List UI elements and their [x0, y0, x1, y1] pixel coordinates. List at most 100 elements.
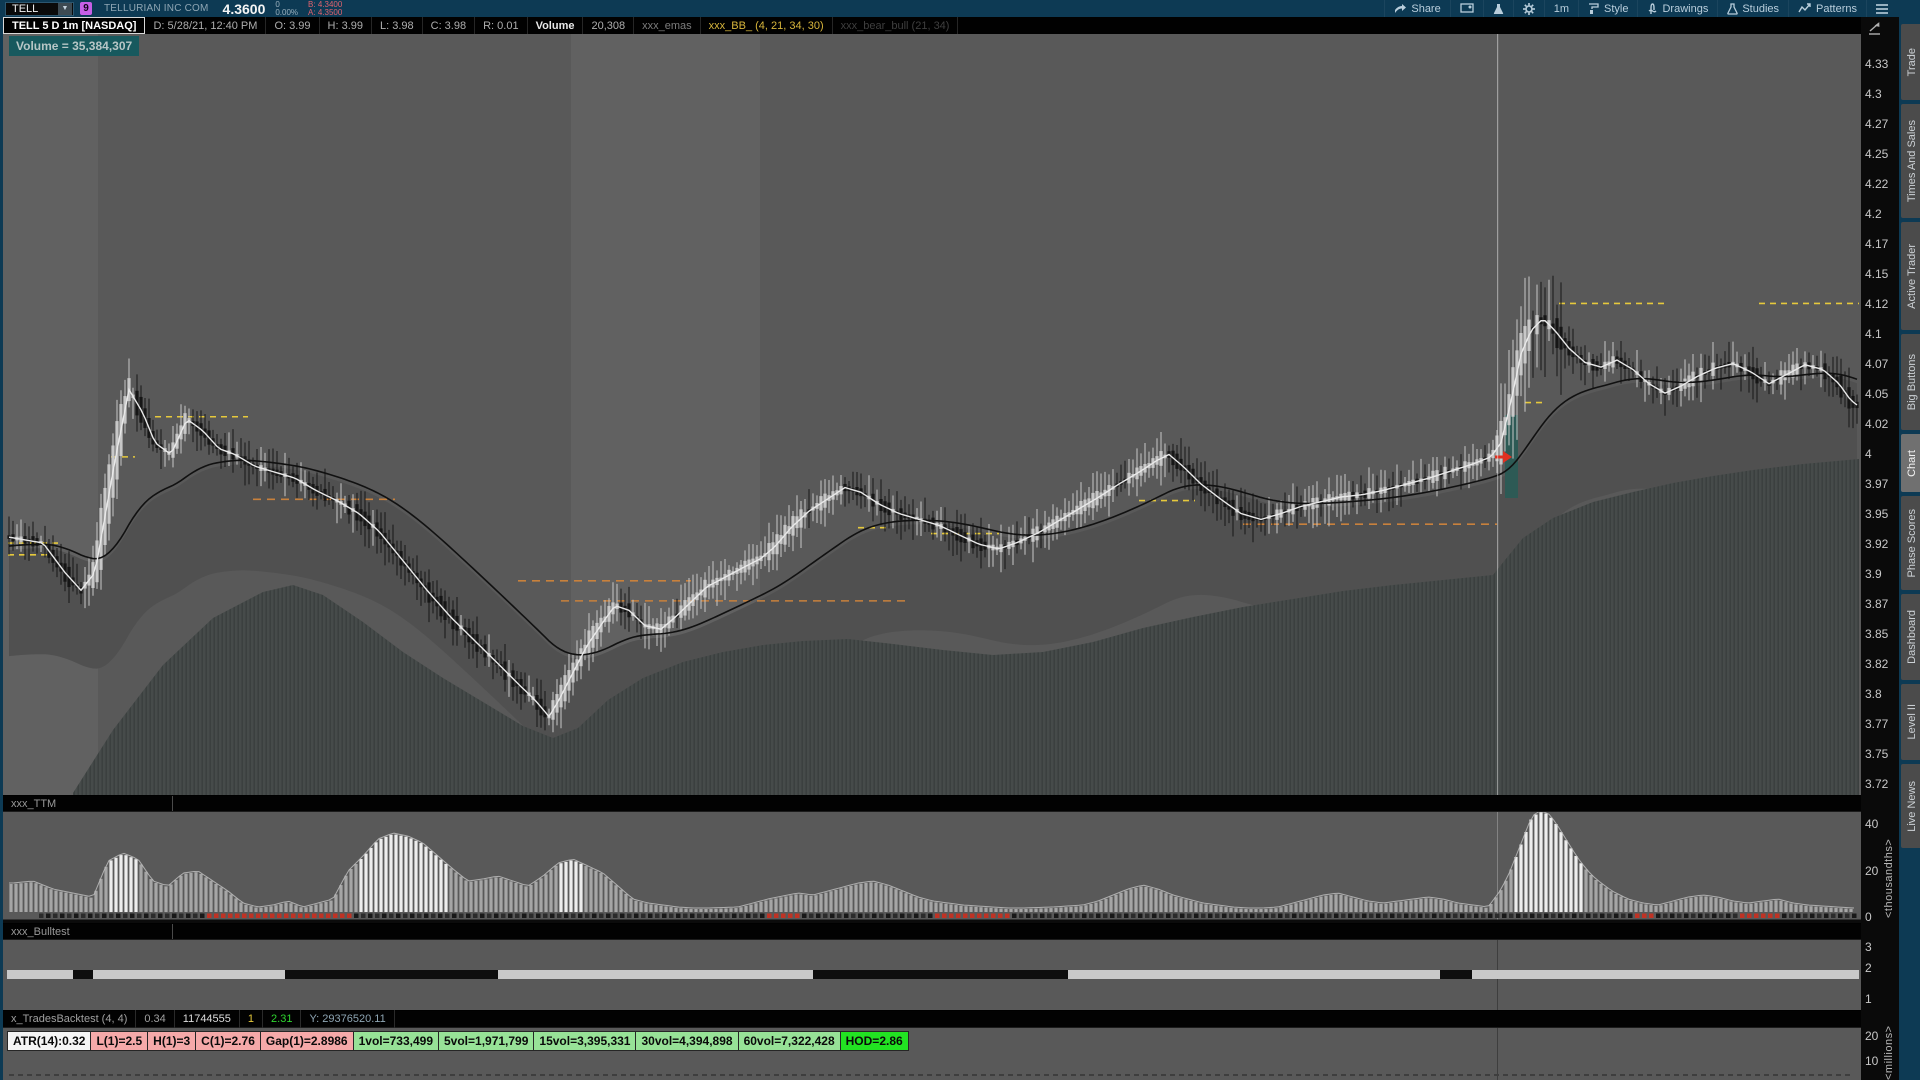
price-tick-3.82: 3.82 [1865, 657, 1889, 671]
bid-ask-stack: B: 4.3400 A: 4.3500 [308, 0, 343, 17]
volume-label: Volume [528, 17, 584, 34]
company-name: TELLURIAN INC COM [104, 3, 209, 14]
buy-signal-arrow [1495, 455, 1503, 459]
symbol-dropdown-icon[interactable]: ▼ [58, 2, 72, 15]
bulltest-study-label[interactable]: xxx_Bulltest [3, 924, 173, 939]
change-percent: 0.00% [275, 7, 299, 17]
patterns-button[interactable]: Patterns [1788, 0, 1866, 17]
sidebar-tab-dashboard[interactable]: Dashboard [1901, 594, 1920, 680]
style-button-label: Style [1604, 2, 1629, 15]
study-label-0[interactable]: xxx_emas [634, 17, 701, 34]
style-icon [1588, 2, 1600, 15]
price-tick-3.9: 3.9 [1865, 567, 1882, 581]
settings-button[interactable] [1512, 0, 1544, 17]
chart-toolbar: Share 1m Style Drawings Studies Patterns [1384, 0, 1897, 17]
ask-value: A: 4.3500 [308, 7, 343, 17]
ohlc-high: H: 3.99 [320, 17, 372, 34]
bulltest-panel-header: xxx_Bulltest [3, 923, 1861, 940]
timeframe-button[interactable]: 1m [1543, 0, 1578, 17]
price-tick-4.15: 4.15 [1865, 267, 1889, 281]
alerts-button[interactable] [1449, 0, 1483, 17]
ttm-tick-20: 20 [1865, 864, 1879, 878]
studies-button-label: Studies [1742, 2, 1780, 15]
price-chart[interactable] [3, 0, 1861, 1080]
price-tick-4.25: 4.25 [1865, 147, 1889, 161]
bull-tick-1: 1 [1865, 992, 1872, 1006]
flask-icon [1493, 3, 1504, 15]
chart-title[interactable]: TELL 5 D 1m [NASDAQ] [3, 17, 146, 34]
sidebar-tab-phase-scores[interactable]: Phase Scores [1901, 496, 1920, 590]
price-tick-4.12: 4.12 [1865, 297, 1889, 311]
bull-tick-3: 3 [1865, 940, 1872, 954]
backtest-tick-20: 20 [1865, 1029, 1879, 1043]
study-label-2[interactable]: xxx_bear_bull (21, 34) [833, 17, 959, 34]
chart-datetime: D: 5/28/21, 12:40 PM [145, 17, 267, 34]
price-tick-3.97: 3.97 [1865, 477, 1889, 491]
bid-value: B: 4.3400 [308, 0, 343, 9]
menu-icon [1876, 3, 1888, 14]
backtest-value-1: 11744555 [175, 1010, 240, 1028]
link-group-badge[interactable]: 9 [80, 2, 92, 15]
gear-icon [1522, 2, 1535, 15]
sidebar-tab-label: Big Buttons [1905, 353, 1918, 411]
bull-tick-2: 2 [1865, 961, 1872, 975]
ttm-study-label[interactable]: xxx_TTM [3, 796, 173, 811]
symbol-input[interactable]: TELL ▼ [5, 1, 74, 16]
price-tick-4.3: 4.3 [1865, 87, 1882, 101]
sidebar-tab-label: Live News [1905, 780, 1918, 832]
sidebar-tab-times-and-sales[interactable]: Times And Sales [1901, 104, 1920, 218]
price-tick-4.02: 4.02 [1865, 417, 1889, 431]
monitor-alert-icon [1460, 3, 1474, 14]
sidebar-tab-big-buttons[interactable]: Big Buttons [1901, 334, 1920, 430]
backtest-value-2: 1 [240, 1010, 264, 1028]
backtest-value-4: Y: 29376520.11 [301, 1010, 395, 1028]
stats-badge-row: ATR(14):0.32 L(1)=2.5 H(1)=3 C(1)=2.76 Gap(1… [7, 1031, 909, 1051]
stat-badge-8: 30vol=4,394,898 [636, 1031, 739, 1051]
sidebar-tab-active-trader[interactable]: Active Trader [1901, 222, 1920, 330]
backtest-value-0: 0.34 [136, 1010, 175, 1028]
sidebar-tab-live-news[interactable]: Live News [1901, 764, 1920, 848]
price-tick-4.1: 4.1 [1865, 327, 1882, 341]
backtest-study-label[interactable]: x_TradesBacktest (4, 4) [3, 1010, 137, 1028]
share-button[interactable]: Share [1384, 0, 1449, 17]
study-label-1[interactable]: xxx_BB_ (4, 21, 34, 30) [701, 17, 833, 34]
backtest-value-3: 2.31 [263, 1010, 302, 1028]
price-tick-3.87: 3.87 [1865, 597, 1889, 611]
sidebar-tab-label: Level II [1905, 704, 1918, 740]
price-tick-3.77: 3.77 [1865, 717, 1889, 731]
price-tick-3.95: 3.95 [1865, 507, 1889, 521]
style-button[interactable]: Style [1578, 0, 1637, 17]
quick-study-button[interactable] [1482, 0, 1513, 17]
drawings-icon [1647, 2, 1658, 15]
stat-badge-10: HOD=2.86 [840, 1031, 909, 1051]
volume-value: 20,308 [583, 17, 635, 34]
sidebar-tab-level-ii[interactable]: Level II [1901, 684, 1920, 760]
chart-status-row: TELL 5 D 1m [NASDAQ] D: 5/28/21, 12:40 P… [3, 17, 1861, 34]
stat-badge-5: 1vol=733,499 [353, 1031, 439, 1051]
price-tick-3.8: 3.8 [1865, 687, 1882, 701]
symbol-value[interactable]: TELL [12, 2, 39, 15]
sidebar-tab-label: Times And Sales [1905, 119, 1918, 203]
sidebar-tab-label: Active Trader [1905, 243, 1918, 309]
price-axis[interactable]: 4.33 4.3 4.27 4.25 4.22 4.2 4.17 4.15 4.12 4.1 4.0… [1861, 17, 1899, 1080]
drawings-button-label: Drawings [1662, 2, 1709, 15]
axis-scale-icon[interactable] [1867, 21, 1883, 36]
studies-button[interactable]: Studies [1717, 0, 1788, 17]
price-tick-4.05: 4.05 [1865, 387, 1889, 401]
ttm-panel-header: xxx_TTM [3, 795, 1861, 812]
studies-icon [1727, 2, 1739, 15]
share-button-label: Share [1411, 2, 1441, 15]
stat-badge-0: ATR(14):0.32 [7, 1031, 92, 1051]
top-bar: TELL ▼ 9 TELLURIAN INC COM 4.3600 0 0.00… [3, 0, 1920, 17]
sidebar-tab-trade[interactable]: Trade [1901, 24, 1920, 100]
price-tick-3.92: 3.92 [1865, 537, 1889, 551]
stat-badge-3: C(1)=2.76 [196, 1031, 261, 1051]
sidebar-tab-label: Phase Scores [1905, 508, 1918, 578]
drawings-button[interactable]: Drawings [1637, 0, 1717, 17]
menu-button[interactable] [1866, 0, 1897, 17]
last-price: 4.3600 [222, 0, 266, 17]
share-icon [1394, 3, 1407, 14]
change-value: 0 [275, 0, 280, 9]
sidebar-tab-chart[interactable]: Chart [1901, 434, 1920, 492]
